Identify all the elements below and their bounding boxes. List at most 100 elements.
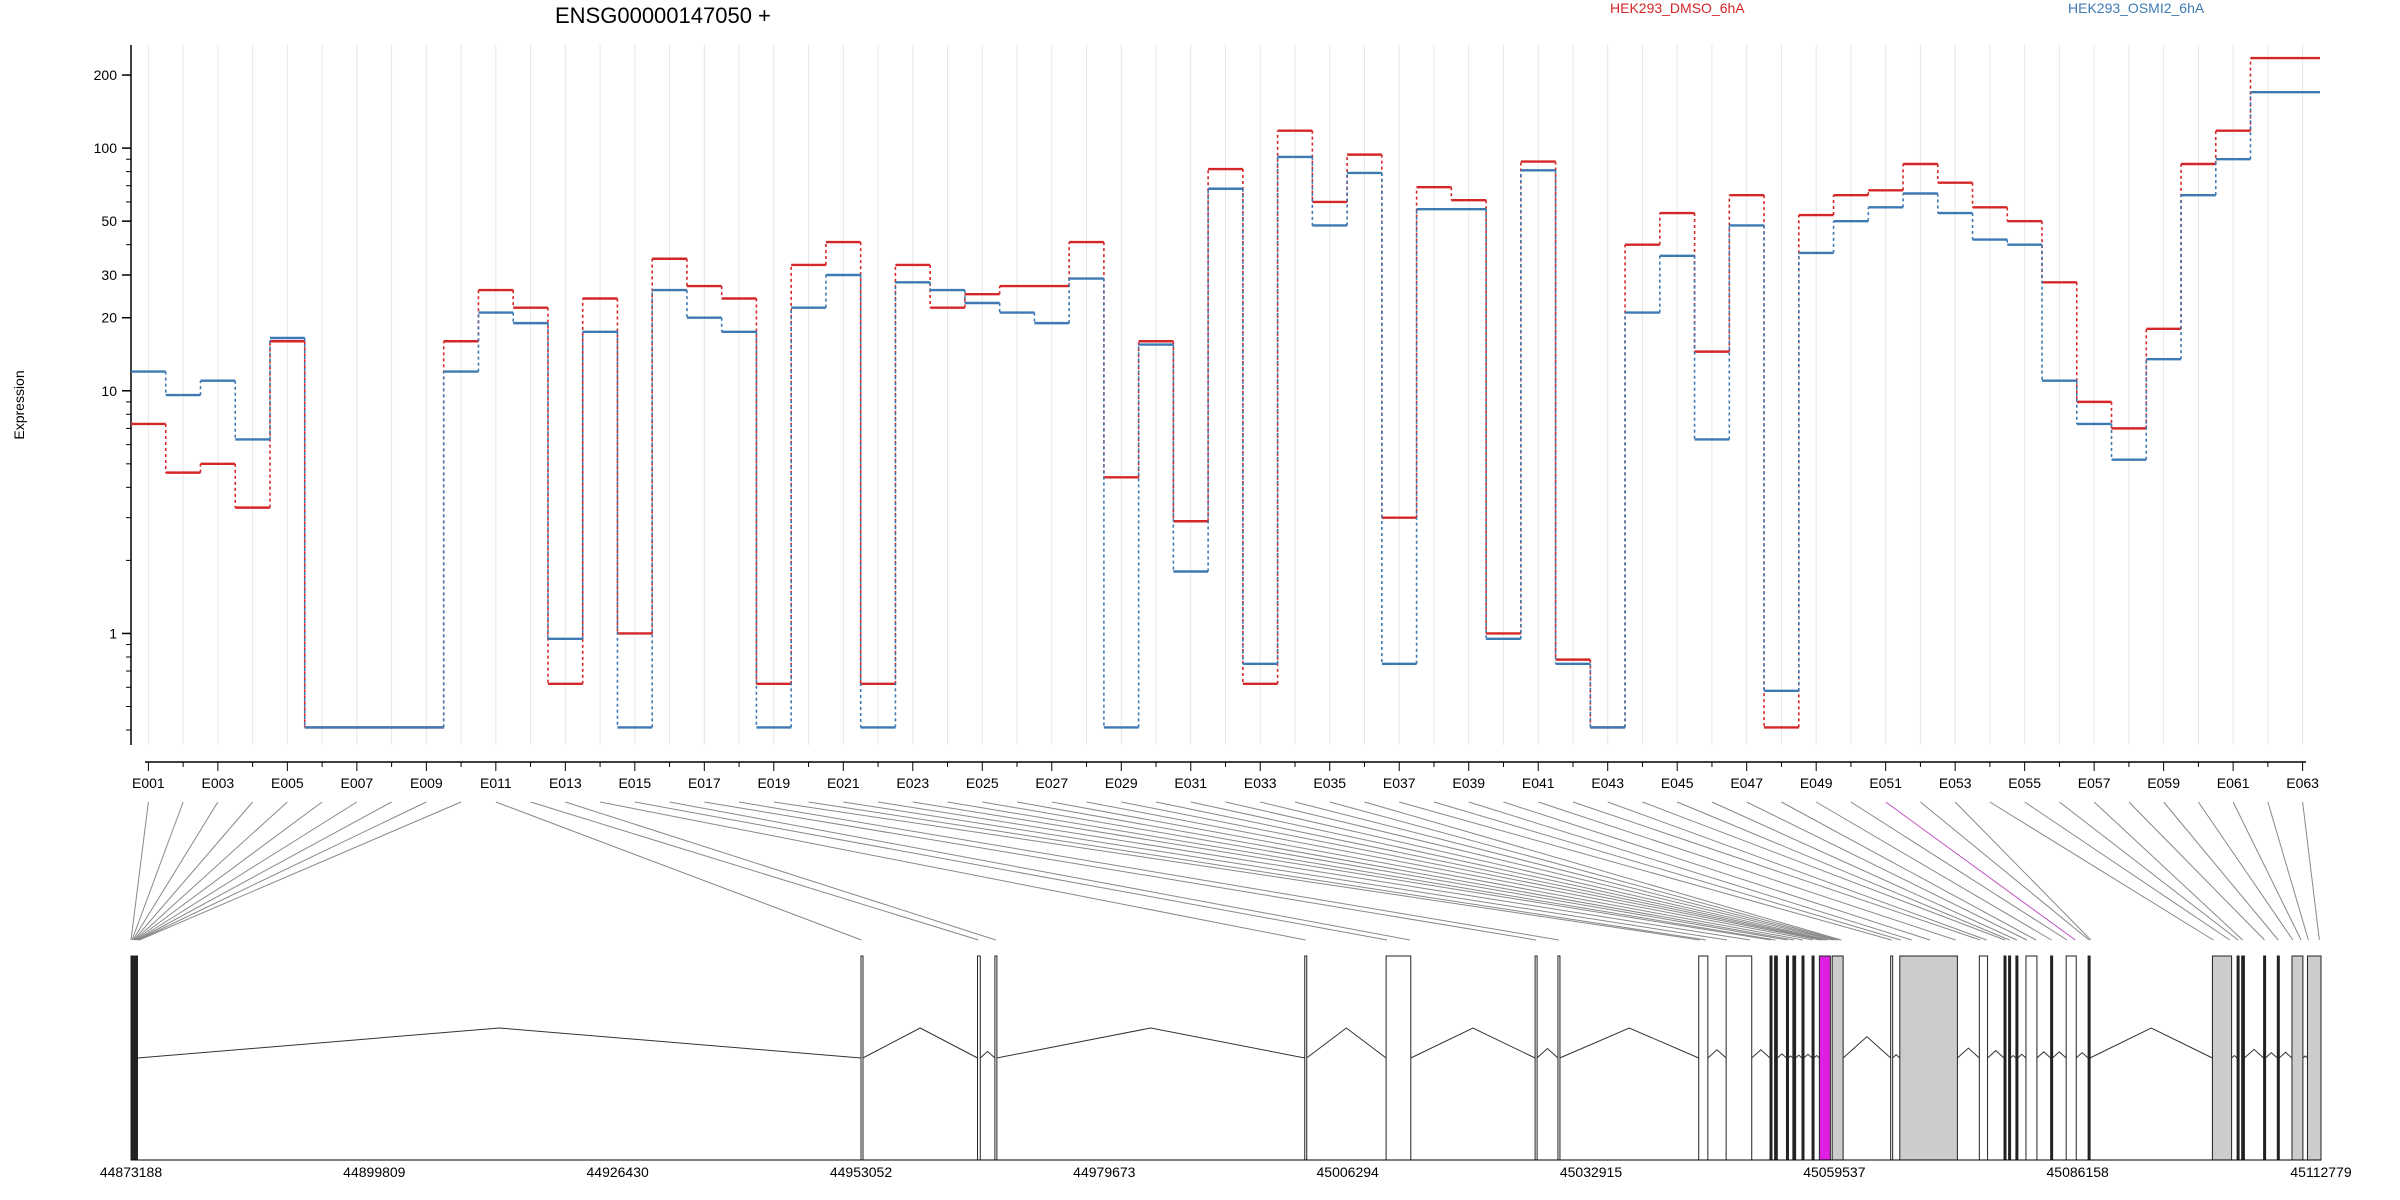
x-tick-label: E047: [1730, 775, 1763, 791]
exon-connector: [599, 801, 1306, 941]
coordinate-label: 45112779: [2290, 1164, 2351, 1180]
x-tick-label: E051: [1869, 775, 1902, 791]
exon-connector: [704, 801, 1537, 941]
exon-connector: [843, 801, 1728, 941]
x-tick-label: E021: [827, 775, 860, 791]
exon-connector: [634, 801, 1388, 941]
exon-block: [1304, 955, 1308, 1161]
x-tick-label: E049: [1800, 775, 1833, 791]
exon-connector: [133, 801, 253, 941]
exon-connector: [2302, 801, 2320, 941]
x-tick-label: E015: [618, 775, 651, 791]
gene-model: 44873188 44899809 44926430 44953052 44979673…: [100, 955, 2352, 1180]
exon-block: [2025, 955, 2038, 1161]
coordinate-label: 44926430: [587, 1164, 650, 1180]
y-tick-label: 20: [101, 310, 117, 326]
intron: [2010, 1054, 2017, 1059]
intron: [2036, 1051, 2051, 1059]
exon-connector: [1850, 801, 2068, 941]
exon-connector: [738, 801, 1559, 941]
exon-block: [1831, 955, 1844, 1161]
exon-block: [130, 955, 139, 1161]
exon-connector: [808, 801, 1707, 941]
exon-connector: [137, 801, 392, 941]
x-tick-label: E023: [896, 775, 929, 791]
x-tick-label: E011: [480, 775, 512, 791]
y-tick-label: 50: [101, 213, 117, 229]
exon-connector: [1642, 801, 2006, 941]
series-HEK293_OSMI2_6hA: [131, 90, 2320, 729]
intron: [1842, 1035, 1892, 1059]
x-tick-label: E005: [271, 775, 304, 791]
exon-connector: [134, 801, 288, 941]
intron: [2052, 1051, 2067, 1059]
exon-connector: [947, 801, 1776, 941]
exon-connector: [1781, 801, 2037, 941]
exon-connector: [1538, 801, 1956, 941]
intron: [1559, 1027, 1699, 1059]
exon-connector: [1572, 801, 1981, 941]
x-tick-label: E001: [132, 775, 165, 791]
intron: [2278, 1051, 2293, 1059]
x-tick-label: E045: [1661, 775, 1694, 791]
y-tick-label: 1: [109, 625, 117, 641]
exon-connector: [2059, 801, 2239, 941]
y-tick-label: 30: [101, 267, 117, 283]
x-tick-label: E035: [1313, 775, 1346, 791]
exon-connector: [132, 801, 219, 941]
intron: [2075, 1051, 2089, 1059]
exon-connector: [1815, 801, 2052, 941]
exon-connector: [2128, 801, 2265, 941]
x-tick-label: E053: [1939, 775, 1972, 791]
coordinate-label: 44899809: [343, 1164, 406, 1180]
exon-block: [2306, 955, 2322, 1161]
exon-connector: [1503, 801, 1931, 941]
exon-block: [2291, 955, 2304, 1161]
exon-connector: [1364, 801, 1842, 941]
exon-block: [1774, 955, 1778, 1161]
exon-block: [1818, 955, 1831, 1161]
intron: [1892, 1054, 1901, 1059]
intron: [1776, 1053, 1787, 1059]
exon-connector: [138, 801, 427, 941]
exon-connector-lines: [130, 801, 2320, 941]
exon-block: [2008, 955, 2012, 1161]
coordinate-label: 45006294: [1317, 1164, 1380, 1180]
exon-block: [1801, 955, 1805, 1161]
intron: [1787, 1055, 1794, 1059]
exon-connector: [495, 801, 862, 941]
exon-block: [977, 955, 981, 1161]
exon-block: [2050, 955, 2054, 1161]
exon-connector: [2093, 801, 2243, 941]
exon-connector: [1260, 801, 1834, 941]
intron: [1987, 1049, 2005, 1059]
x-tick-label: E057: [2078, 775, 2111, 791]
exon-connector: [982, 801, 1788, 941]
intron: [1795, 1054, 1803, 1059]
exon-connector: [2163, 801, 2279, 941]
exon-block: [2263, 955, 2267, 1161]
x-tick-label: E027: [1035, 775, 1068, 791]
x-tick-label: E017: [688, 775, 721, 791]
x-tick-label: E013: [549, 775, 582, 791]
coordinate-label: 45032915: [1560, 1164, 1623, 1180]
exon-block: [2065, 955, 2077, 1161]
x-tick-label: E033: [1244, 775, 1277, 791]
intron: [2089, 1027, 2213, 1059]
exon-connector: [130, 801, 149, 941]
series-lines: [131, 56, 2320, 729]
x-tick-label: E041: [1522, 775, 1555, 791]
exon-block: [2236, 955, 2240, 1161]
exon-block: [2241, 955, 2245, 1161]
intron: [1803, 1053, 1813, 1059]
exon-block: [2087, 955, 2091, 1161]
x-tick-label: E029: [1105, 775, 1138, 791]
x-tick-label: E031: [1174, 775, 1207, 791]
coordinate-label: 44953052: [830, 1164, 893, 1180]
x-tick-label: E009: [410, 775, 443, 791]
intron: [2265, 1051, 2278, 1059]
exon-block: [1890, 955, 1894, 1161]
exon-connector: [1294, 801, 1836, 941]
y-axis-label: Expression: [11, 370, 27, 439]
